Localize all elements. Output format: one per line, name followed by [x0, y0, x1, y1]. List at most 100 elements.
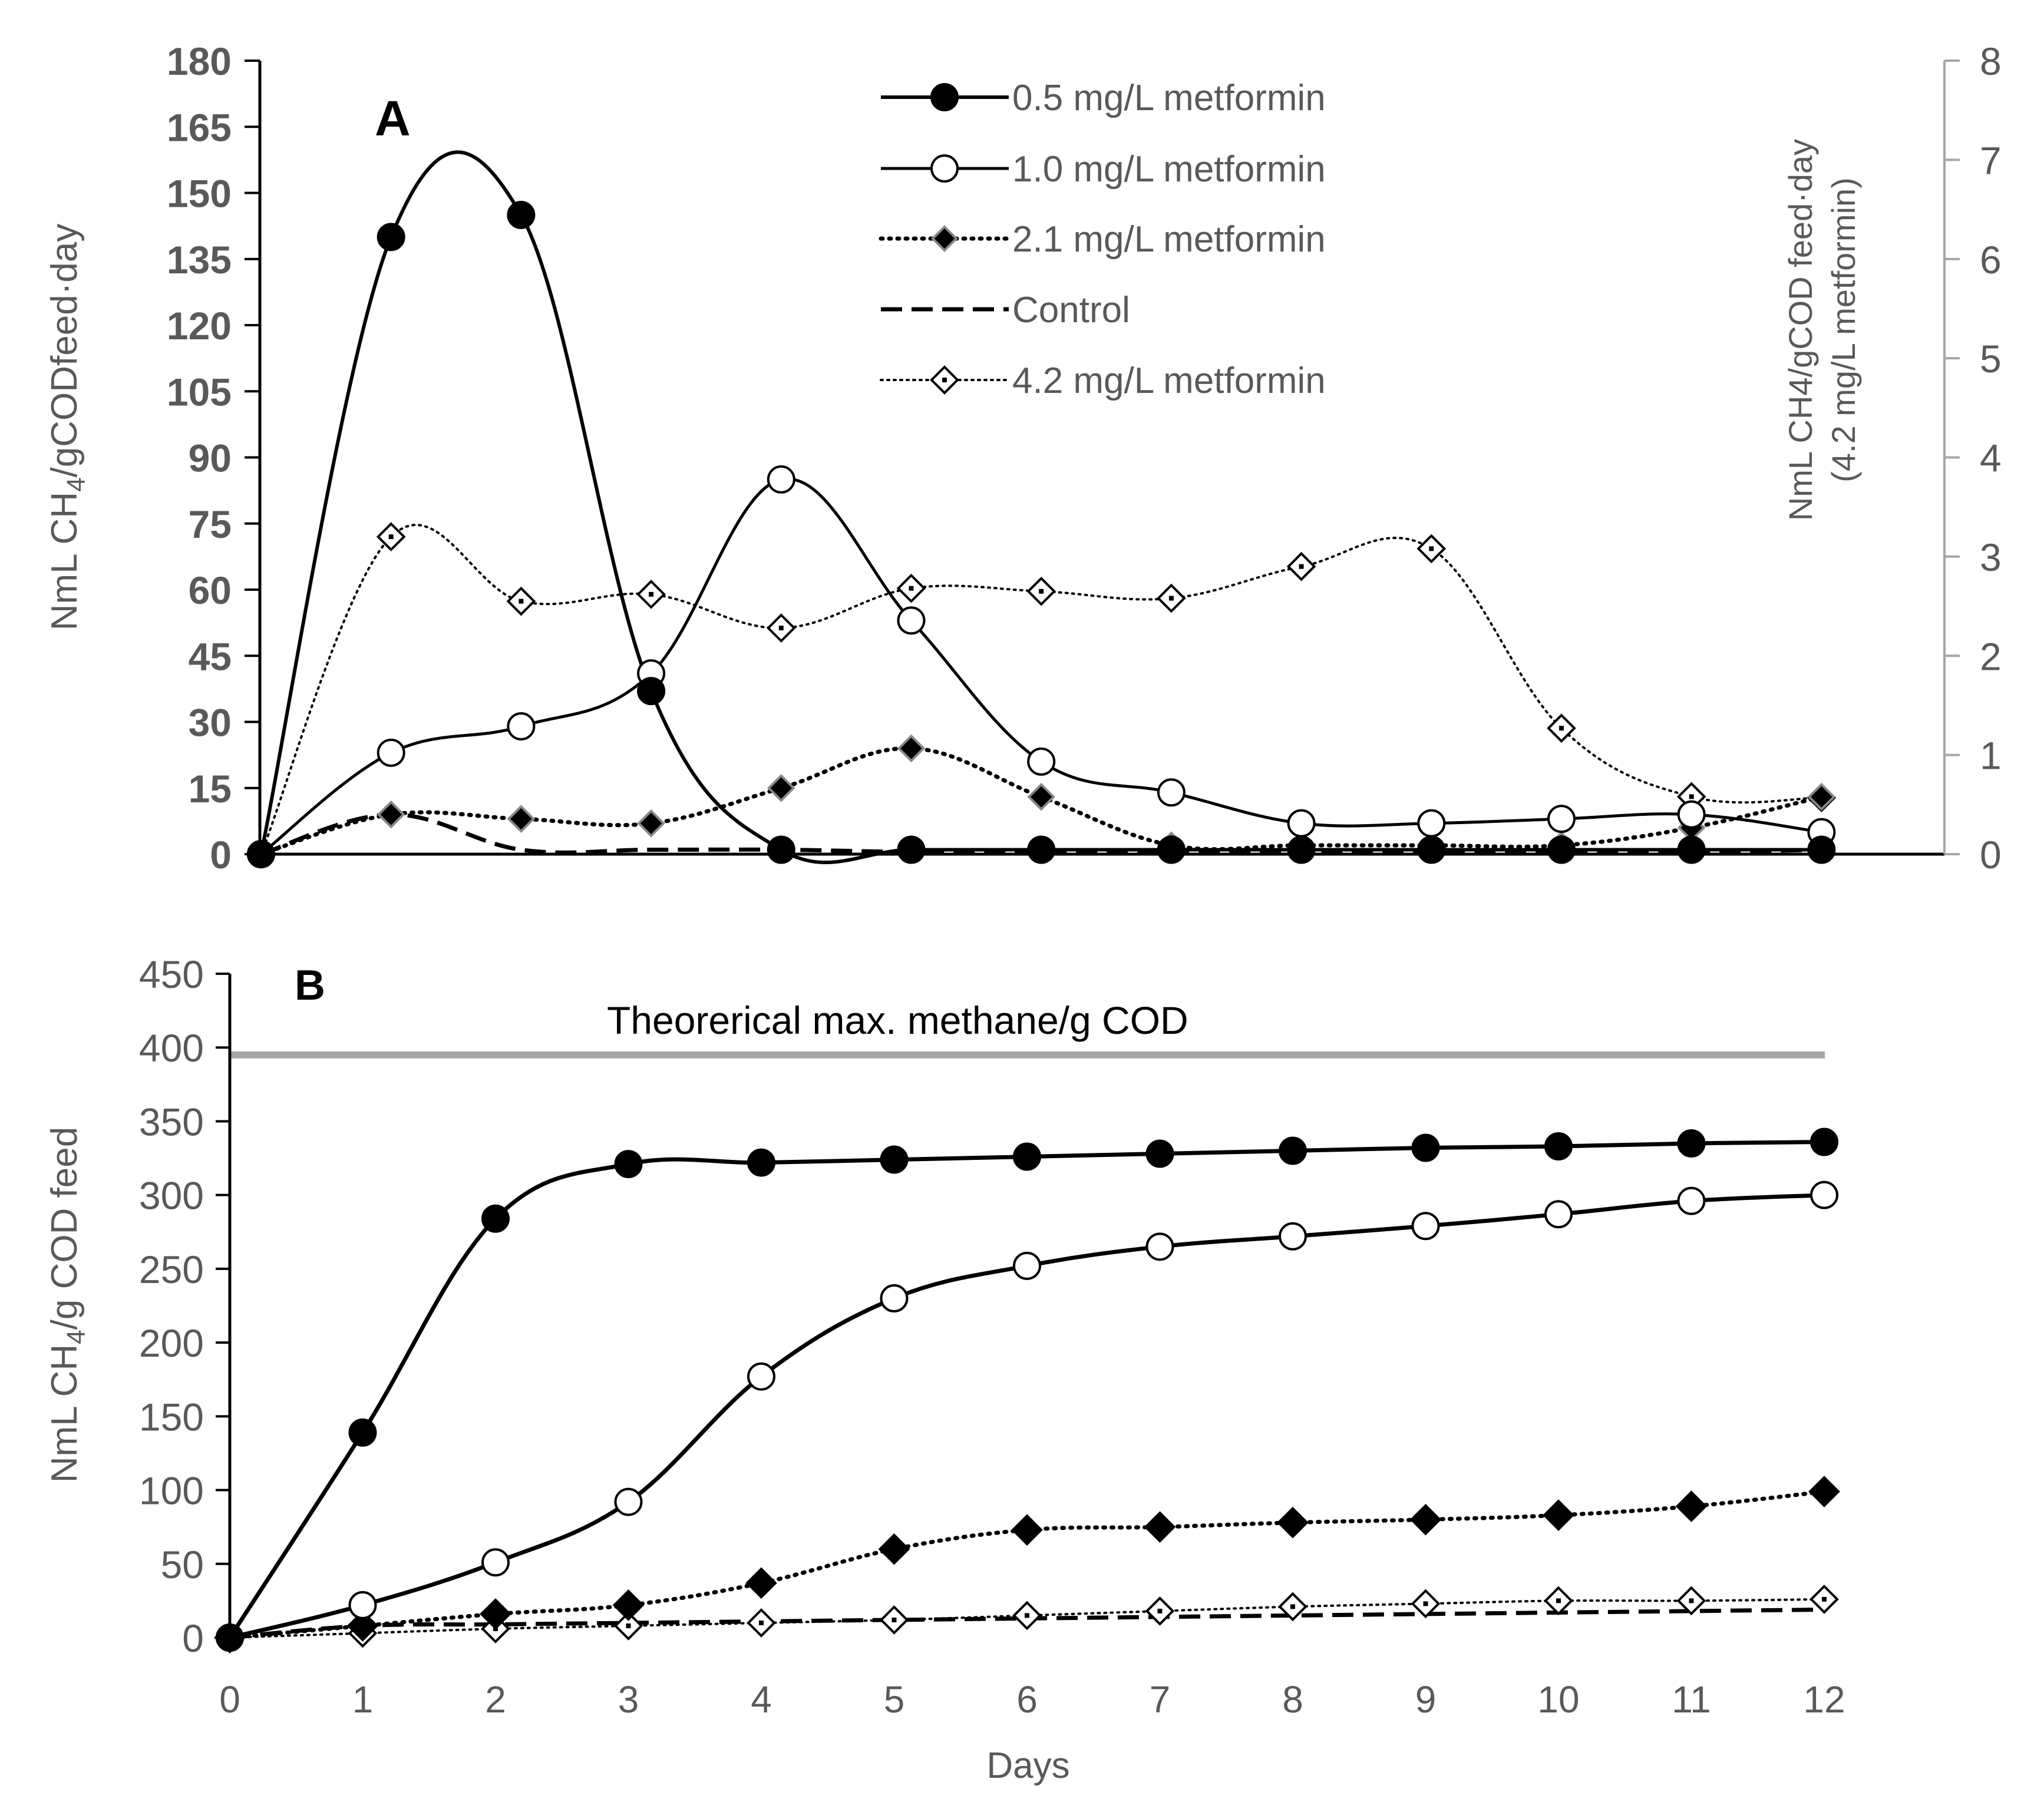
b-point-2-1-mg-l-metformin-6 [1011, 1514, 1043, 1546]
panel-b-y-axis-label: NmL CH4/g COD feed [44, 1127, 91, 1483]
panel-a-y-tick-label: 150 [167, 172, 232, 216]
a-point-0-5-mg-l-metformin-1 [377, 223, 405, 252]
b-point-4-2-mg-l-metformin-5-center [891, 1617, 897, 1622]
reference-line-label: Theorerical max. methane/g COD [607, 998, 1188, 1042]
panel-b-x-tick-label: 10 [1537, 1678, 1579, 1721]
b-point-4-2-mg-l-metformin-10-center [1556, 1598, 1561, 1603]
a-point-2-1-mg-l-metformin-3 [637, 809, 665, 838]
a-point-4-2-mg-l-metformin-5-center [909, 586, 914, 591]
a-point-4-2-mg-l-metformin-4-center [778, 626, 784, 631]
panel-b-x-tick-label: 0 [219, 1678, 240, 1721]
a-point-1-0-mg-l-metformin-2 [507, 712, 536, 740]
panel-b-x-axis-label: Days [986, 1745, 1069, 1786]
b-point-2-1-mg-l-metformin-12 [1808, 1476, 1840, 1507]
panel-b-x-tick-label: 8 [1282, 1678, 1303, 1721]
b-point-0-5-mg-l-metformin-9 [1411, 1133, 1440, 1162]
b-point-2-1-mg-l-metformin-9 [1409, 1503, 1442, 1536]
a-point-0-5-mg-l-metformin-2 [507, 200, 536, 229]
panel-a-y-tick-label: 75 [189, 502, 232, 546]
a-point-4-2-mg-l-metformin-1-center [388, 534, 394, 540]
a-point-1-0-mg-l-metformin-5 [897, 606, 926, 635]
panel-a-y-tick-label: 165 [167, 105, 232, 149]
panel-a-y-ticks: 0 15 30 45 60 75 90 105 120 135 150 165 180 [167, 39, 260, 877]
b-point-2-1-mg-l-metformin-7 [1144, 1511, 1176, 1543]
legend-entry-2-1: 2.1 mg/L metformin [879, 219, 1326, 260]
legend: 0.5 mg/L metformin 1.0 mg/L metformin 2.… [879, 78, 1326, 401]
panel-b-y-ticks: 0 50 100 150 200 250 300 350 400 450 [139, 953, 230, 1660]
panel-a-y2-tick-label: 5 [1980, 337, 2002, 381]
panel-a-y-tick-label: 0 [210, 833, 232, 877]
b-point-2-1-mg-l-metformin-1 [346, 1610, 379, 1642]
panel-a-y-tick-label: 60 [189, 568, 232, 612]
panel-a-y-tick-label: 180 [167, 39, 232, 83]
panel-a-y2-tick-label: 7 [1980, 138, 2002, 182]
panel-b-x-tick-label: 1 [352, 1678, 374, 1721]
a-point-4-2-mg-l-metformin-8-center [1299, 564, 1304, 569]
panel-b-y-tick-label: 0 [182, 1616, 204, 1660]
panel-b-y-tick-label: 50 [161, 1543, 204, 1586]
panel-a-y-axis-label: NmL CH4/gCODfeed·day [44, 224, 91, 631]
panel-b-series-markers [214, 1127, 1840, 1654]
b-point-0-5-mg-l-metformin-7 [1145, 1139, 1174, 1168]
b-point-0-5-mg-l-metformin-1 [348, 1418, 377, 1447]
b-point-1-0-mg-l-metformin-1 [348, 1591, 377, 1619]
a-point-4-2-mg-l-metformin-2-center [519, 599, 524, 604]
a-point-4-2-mg-l-metformin-10-center [1559, 726, 1564, 731]
panel-b-y-tick-label: 400 [139, 1026, 204, 1070]
b-point-2-1-mg-l-metformin-10 [1543, 1499, 1574, 1531]
panel-a-y-tick-label: 135 [167, 238, 232, 282]
b-point-1-0-mg-l-metformin-8 [1279, 1222, 1307, 1251]
legend-entry-1-0: 1.0 mg/L metformin [881, 149, 1326, 190]
a-point-0-5-mg-l-metformin-7 [1157, 835, 1186, 864]
a-point-2-1-mg-l-metformin-12 [1807, 782, 1836, 811]
b-point-0-5-mg-l-metformin-8 [1279, 1136, 1307, 1165]
b-point-4-2-mg-l-metformin-3-center [626, 1623, 631, 1628]
a-point-1-0-mg-l-metformin-4 [767, 465, 795, 494]
a-point-0-5-mg-l-metformin-3 [637, 677, 666, 706]
b-point-4-2-mg-l-metformin-12-center [1822, 1596, 1827, 1602]
panel-b-x-tick-label: 3 [618, 1678, 639, 1721]
a-point-4-2-mg-l-metformin-11-center [1689, 794, 1694, 799]
panel-a-y2-tick-label: 6 [1980, 238, 2002, 282]
legend-entry-control: Control [881, 290, 1130, 330]
panel-a-y2-tick-label: 3 [1980, 535, 2002, 579]
b-point-1-0-mg-l-metformin-10 [1544, 1200, 1573, 1229]
b-point-1-0-mg-l-metformin-9 [1411, 1212, 1440, 1241]
b-point-0-5-mg-l-metformin-3 [614, 1150, 643, 1179]
legend-marker-2-1 [931, 225, 958, 252]
legend-label-1-0: 1.0 mg/L metformin [1012, 149, 1326, 190]
a-point-2-1-mg-l-metformin-1 [377, 800, 405, 829]
panel-b-x-tick-label: 6 [1016, 1678, 1038, 1721]
b-point-4-2-mg-l-metformin-7-center [1157, 1608, 1163, 1613]
a-point-0-5-mg-l-metformin-0 [247, 840, 275, 868]
panel-b-x-tick-label: 12 [1803, 1678, 1845, 1721]
panel-a-series-markers [246, 200, 1837, 869]
b-point-2-1-mg-l-metformin-4 [745, 1567, 777, 1599]
a-point-2-1-mg-l-metformin-6 [1027, 782, 1056, 811]
panel-a-y2-tick-label: 1 [1980, 734, 2002, 778]
a-point-2-1-mg-l-metformin-5 [897, 734, 926, 763]
a-point-4-2-mg-l-metformin-7-center [1168, 596, 1174, 601]
b-point-4-2-mg-l-metformin-11-center [1689, 1598, 1694, 1603]
b-point-0-5-mg-l-metformin-12 [1810, 1127, 1838, 1156]
panel-a-letter: A [375, 91, 411, 146]
a-point-0-5-mg-l-metformin-5 [897, 835, 926, 864]
b-point-1-0-mg-l-metformin-3 [614, 1487, 643, 1516]
a-point-0-5-mg-l-metformin-10 [1547, 835, 1576, 864]
b-point-1-0-mg-l-metformin-2 [481, 1548, 510, 1577]
a-point-2-1-mg-l-metformin-2 [507, 805, 536, 833]
legend-entry-4-2: 4.2 mg/L metformin [880, 361, 1326, 401]
a-point-1-0-mg-l-metformin-8 [1287, 809, 1316, 838]
legend-entry-0-5: 0.5 mg/L metformin [881, 78, 1326, 118]
b-point-0-5-mg-l-metformin-5 [880, 1145, 909, 1174]
a-point-1-0-mg-l-metformin-10 [1547, 805, 1576, 834]
a-point-4-2-mg-l-metformin-3-center [649, 591, 654, 597]
panel-a-y-tick-label: 45 [189, 634, 232, 678]
b-point-4-2-mg-l-metformin-6-center [1025, 1613, 1029, 1618]
panel-b-y-tick-label: 350 [139, 1100, 204, 1143]
panel-b: B Theorerical max. methane/g COD 0501001… [44, 953, 1845, 1786]
panel-b-x-tick-label: 5 [884, 1678, 905, 1721]
b-point-0-5-mg-l-metformin-4 [747, 1148, 775, 1177]
